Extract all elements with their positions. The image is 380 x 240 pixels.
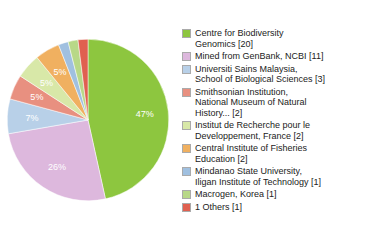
svg-text:7%: 7% [26,113,39,123]
svg-text:26%: 26% [48,162,66,172]
html-text:Central Institute of Fisheries: Central Institute of Fisheries Education… [195,143,308,164]
html-text:Macrogen, Korea [1]: Macrogen, Korea [1] [195,189,277,199]
html-text:Mined from GenBank, NCBI [11]: Mined from GenBank, NCBI [11] [195,51,324,61]
html-text:Centre for Biodiversity Genomi: Centre for Biodiversity Genomics [20] [195,28,284,49]
svg-text:5%: 5% [40,78,53,88]
html-text:Universiti Sains Malaysia, Sch: Universiti Sains Malaysia, School of Bio… [195,63,326,84]
svg-text:47%: 47% [136,109,154,119]
html-text:Mindanao State University, Ili: Mindanao State University, Iligan Instit… [195,166,321,187]
html-text:1 Others [1]: 1 Others [1] [195,201,242,212]
html-text:Institut de Recherche pour le: Institut de Recherche pour le Developpem… [195,120,311,141]
html-text:Smithsonian Institution, Natio: Smithsonian Institution, National Museum… [195,86,307,118]
svg-text:5%: 5% [30,92,43,102]
svg-text:5%: 5% [53,67,66,77]
